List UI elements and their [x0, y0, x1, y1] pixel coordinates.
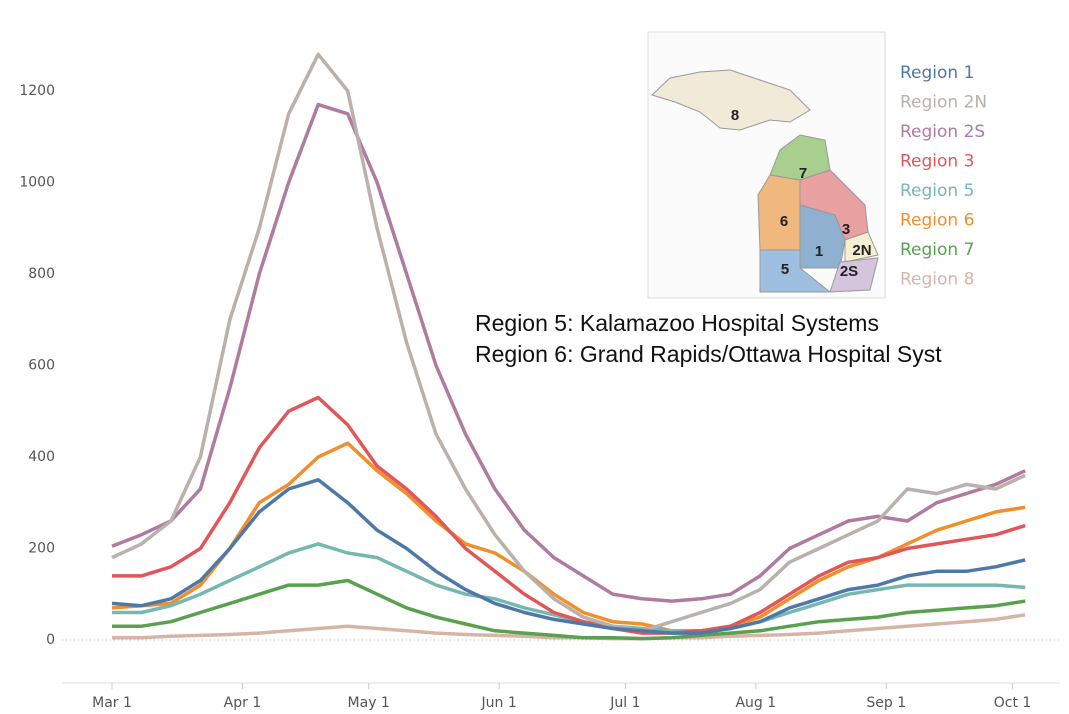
series-line	[111, 441, 1026, 633]
series-line	[111, 478, 1026, 635]
x-tick-label: Jun 1	[481, 695, 517, 711]
legend-entry: Region 1	[900, 63, 974, 83]
y-tick-label: 400	[28, 449, 55, 465]
legend-entry: Region 7	[900, 240, 974, 260]
x-tick-label: Mar 1	[92, 695, 132, 711]
x-tick-label: Aug 1	[735, 695, 776, 711]
legend-entry: Region 2N	[900, 93, 987, 113]
series-line	[111, 52, 1026, 633]
map-label: 2N	[852, 242, 871, 259]
y-tick-label: 800	[28, 266, 55, 282]
x-tick-label: Apr 1	[224, 695, 262, 711]
plot: 0 200 400 600 800 1000 1200 Mar 1 Apr 1 May 1 Jun …	[19, 52, 1060, 711]
map-label: 7	[799, 165, 807, 182]
y-tick-label: 1000	[19, 174, 55, 190]
map-label: 5	[781, 261, 789, 278]
legend-entry: Region 5	[900, 181, 974, 201]
x-tick-label: May 1	[348, 695, 390, 711]
series-line	[111, 102, 1026, 603]
map-label: 3	[842, 221, 850, 238]
series-line	[112, 395, 1026, 635]
map-region-8	[651, 69, 811, 131]
y-tick-label: 200	[28, 540, 55, 556]
x-tick-label: Jul 1	[609, 695, 640, 711]
map-label: 2S	[840, 263, 858, 280]
legend-entry: Region 2S	[900, 122, 985, 142]
y-tick-label: 0	[46, 632, 55, 648]
map-label: 8	[731, 107, 739, 124]
legend-entry: Region 6	[900, 211, 974, 231]
map-label: 1	[815, 243, 823, 260]
x-tick-label: Sep 1	[866, 695, 906, 711]
map-label: 6	[780, 213, 788, 230]
map-region-2n	[844, 231, 879, 263]
series-line	[112, 578, 1026, 641]
y-tick-label: 1200	[19, 83, 55, 99]
legend-entry: Region 3	[900, 152, 974, 172]
map-region-5	[759, 249, 832, 293]
annotation: Region 6: Grand Rapids/Ottawa Hospital S…	[475, 341, 942, 367]
y-tick-label: 600	[28, 357, 55, 373]
map-inset: 8 7 6 3 1 2N 5 2S	[647, 31, 886, 299]
annotation: Region 5: Kalamazoo Hospital Systems	[475, 310, 879, 336]
legend-entry: Region 8	[900, 270, 974, 290]
x-tick-label: Oct 1	[994, 695, 1032, 711]
map-region-2s	[829, 257, 879, 293]
